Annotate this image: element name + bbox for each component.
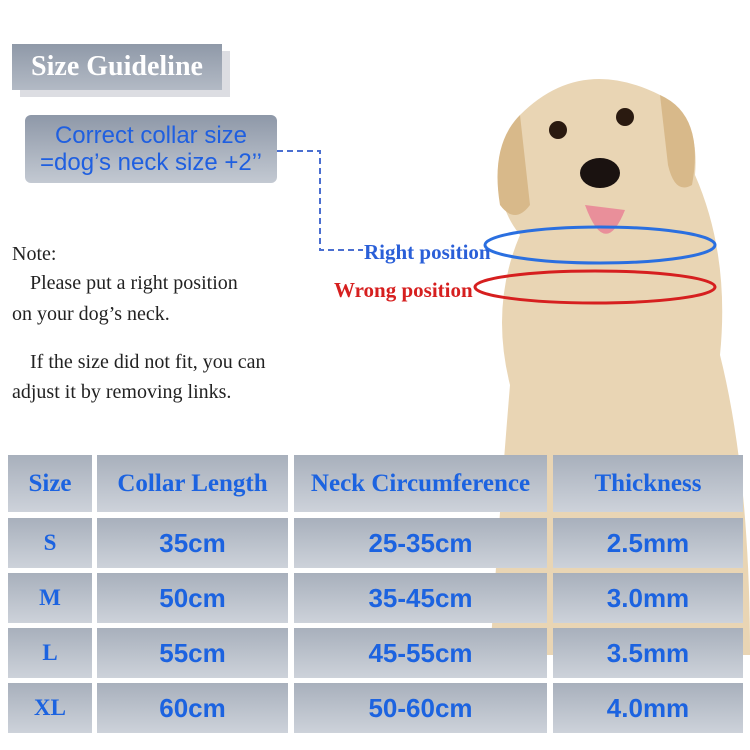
table-cell: 4.0mm <box>553 683 743 733</box>
table-cell: 25-35cm <box>294 518 547 568</box>
table-cell: S <box>8 518 92 568</box>
table-cell: 2.5mm <box>553 518 743 568</box>
table-cell: 55cm <box>97 628 288 678</box>
table-cell: 50-60cm <box>294 683 547 733</box>
table-cell: XL <box>8 683 92 733</box>
note-text: If the size did not fit, you can <box>30 351 266 373</box>
formula-line: Correct collar size <box>54 122 248 149</box>
note-text: adjust it by removing links. <box>12 381 232 403</box>
table-header-cell: Thickness <box>553 455 743 512</box>
table-cell: L <box>8 628 92 678</box>
wrong-position-ring <box>473 269 717 305</box>
table-cell: 60cm <box>97 683 288 733</box>
formula-line: =dog’s neck size +2’’ <box>40 149 262 176</box>
formula-box: Correct collar size =dog’s neck size +2’… <box>25 115 277 183</box>
connector-line <box>277 150 363 251</box>
table-header-cell: Neck Circumference <box>294 455 547 512</box>
table-cell: 45-55cm <box>294 628 547 678</box>
wrong-position-label: Wrong position <box>334 278 473 302</box>
table-cell: 35cm <box>97 518 288 568</box>
table-cell: 3.5mm <box>553 628 743 678</box>
table-cell: 3.0mm <box>553 573 743 623</box>
table-header-cell: Size <box>8 455 92 512</box>
page-title: Size Guideline <box>12 44 222 90</box>
table-header-cell: Collar Length <box>97 455 288 512</box>
table-cell: 35-45cm <box>294 573 547 623</box>
note-label: Note: <box>12 243 57 265</box>
table-cell: 50cm <box>97 573 288 623</box>
table-cell: M <box>8 573 92 623</box>
note-text: Please put a right position <box>30 272 238 294</box>
note-text: on your dog’s neck. <box>12 303 170 325</box>
right-position-ring <box>483 225 717 265</box>
right-position-label: Right position <box>364 240 491 264</box>
